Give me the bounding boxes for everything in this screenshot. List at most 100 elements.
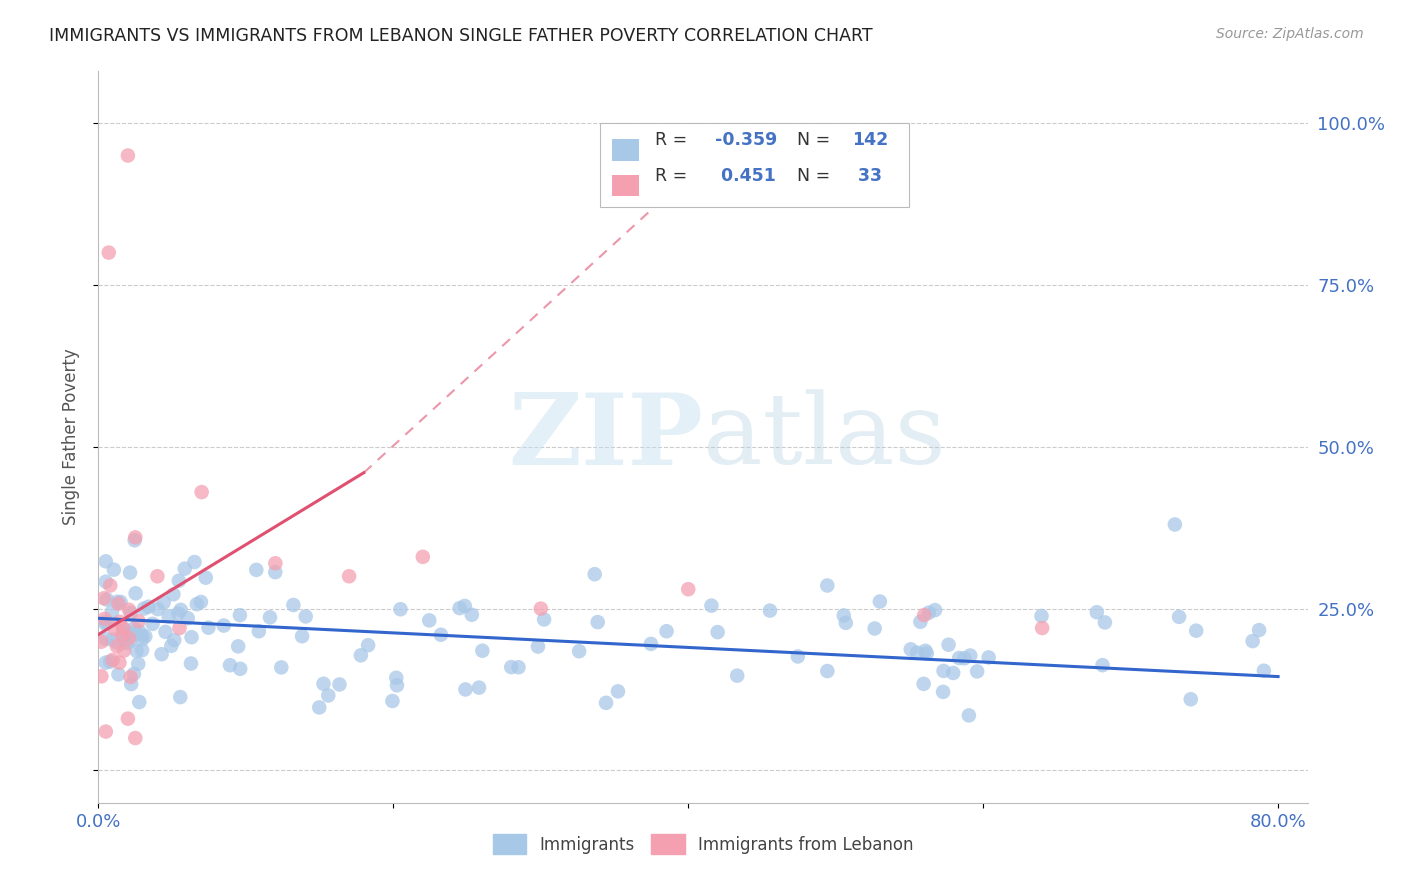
Point bbox=[115, 629, 138, 643]
Point bbox=[98, 578, 121, 592]
Point bbox=[412, 549, 434, 564]
Point bbox=[173, 561, 195, 575]
Point bbox=[815, 664, 838, 678]
Point bbox=[533, 612, 555, 626]
Point bbox=[959, 648, 981, 663]
Text: R =: R = bbox=[655, 131, 692, 150]
Point bbox=[270, 660, 292, 674]
Point bbox=[700, 599, 723, 613]
Point bbox=[316, 689, 339, 703]
Point bbox=[132, 601, 155, 615]
Legend: Immigrants, Immigrants from Lebanon: Immigrants, Immigrants from Lebanon bbox=[486, 828, 920, 860]
Point bbox=[595, 696, 617, 710]
Point bbox=[932, 664, 955, 678]
Point bbox=[655, 624, 678, 639]
Point bbox=[264, 565, 287, 579]
Point bbox=[835, 615, 858, 630]
Point bbox=[190, 595, 212, 609]
Text: Source: ZipAtlas.com: Source: ZipAtlas.com bbox=[1216, 27, 1364, 41]
Point bbox=[94, 617, 117, 632]
Point bbox=[94, 612, 117, 626]
Point bbox=[134, 629, 156, 643]
Point bbox=[259, 610, 281, 624]
Point bbox=[117, 712, 139, 726]
Point bbox=[900, 642, 922, 657]
Point bbox=[127, 657, 149, 671]
Point bbox=[155, 624, 177, 639]
Point bbox=[226, 640, 249, 654]
Point bbox=[197, 621, 219, 635]
Point bbox=[430, 628, 453, 642]
Point bbox=[905, 646, 928, 660]
Point bbox=[94, 656, 117, 670]
Point bbox=[167, 607, 190, 621]
Point bbox=[977, 650, 1000, 665]
Point bbox=[938, 638, 960, 652]
Point bbox=[869, 594, 891, 608]
Text: 33: 33 bbox=[852, 167, 882, 185]
Point bbox=[725, 668, 748, 682]
Point bbox=[912, 677, 935, 691]
Point bbox=[350, 648, 373, 663]
Point bbox=[294, 609, 316, 624]
Point bbox=[932, 685, 955, 699]
Point bbox=[471, 643, 494, 657]
Point bbox=[112, 621, 135, 635]
Point bbox=[90, 634, 112, 648]
Point bbox=[167, 574, 190, 588]
Point bbox=[381, 694, 404, 708]
Point bbox=[449, 601, 471, 615]
Point bbox=[121, 626, 143, 640]
Point bbox=[101, 653, 124, 667]
Point bbox=[468, 681, 491, 695]
Point bbox=[1091, 658, 1114, 673]
Point bbox=[124, 731, 146, 745]
Point bbox=[1085, 605, 1108, 619]
Point bbox=[138, 599, 160, 614]
Point bbox=[1168, 610, 1191, 624]
Point bbox=[180, 657, 202, 671]
Point bbox=[108, 615, 131, 629]
Point bbox=[169, 621, 191, 635]
Point bbox=[953, 651, 976, 665]
FancyBboxPatch shape bbox=[613, 139, 638, 161]
Point bbox=[219, 658, 242, 673]
Point bbox=[568, 644, 591, 658]
Point bbox=[112, 643, 135, 657]
Y-axis label: Single Father Poverty: Single Father Poverty bbox=[62, 349, 80, 525]
Point bbox=[1180, 692, 1202, 706]
Point bbox=[186, 597, 208, 611]
Point bbox=[120, 606, 142, 620]
Point bbox=[163, 633, 186, 648]
Point bbox=[105, 635, 128, 649]
Point bbox=[105, 639, 128, 653]
Point bbox=[454, 682, 477, 697]
Point bbox=[245, 563, 267, 577]
Point bbox=[131, 643, 153, 657]
Point bbox=[107, 597, 129, 611]
Point bbox=[508, 660, 530, 674]
Point bbox=[607, 684, 630, 698]
Point bbox=[169, 690, 191, 704]
Point bbox=[177, 611, 200, 625]
Point bbox=[162, 587, 184, 601]
Point bbox=[212, 618, 235, 632]
Point bbox=[152, 596, 174, 610]
Point bbox=[786, 649, 808, 664]
Point bbox=[125, 644, 148, 658]
Text: 0.451: 0.451 bbox=[716, 167, 776, 185]
Point bbox=[583, 567, 606, 582]
FancyBboxPatch shape bbox=[600, 122, 908, 207]
Point bbox=[124, 533, 146, 548]
Text: ZIP: ZIP bbox=[508, 389, 703, 485]
Point bbox=[337, 569, 360, 583]
Point bbox=[94, 724, 117, 739]
Text: atlas: atlas bbox=[703, 389, 946, 485]
Point bbox=[247, 624, 270, 639]
Point bbox=[146, 602, 169, 616]
Point bbox=[114, 624, 136, 638]
Point bbox=[966, 665, 988, 679]
Point bbox=[291, 629, 314, 643]
Point bbox=[146, 569, 169, 583]
Point bbox=[1031, 609, 1053, 624]
